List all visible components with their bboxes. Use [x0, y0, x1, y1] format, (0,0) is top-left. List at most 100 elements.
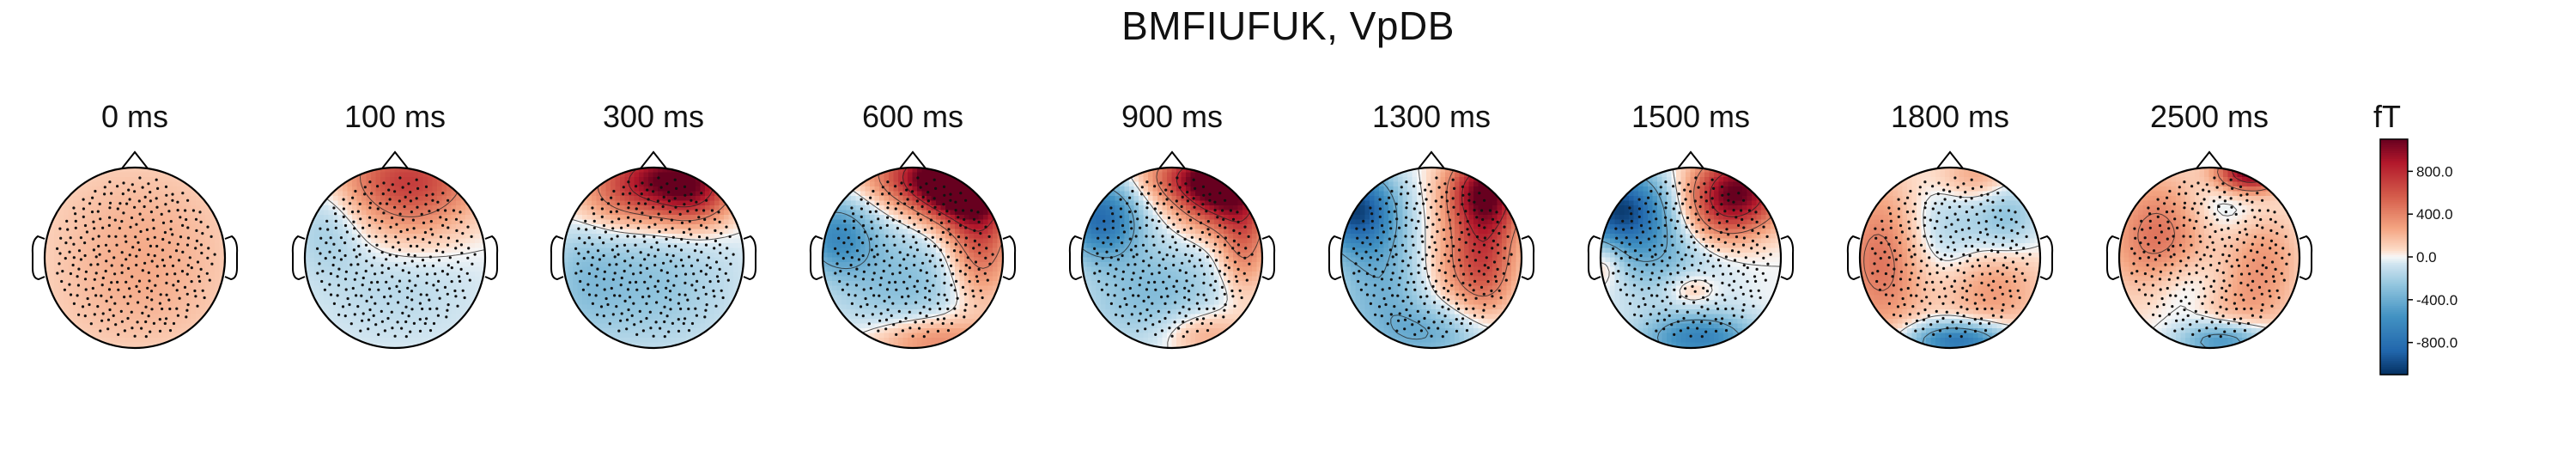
sensor-dot	[389, 225, 392, 229]
sensor-dot	[96, 263, 100, 266]
sensor-dot	[1947, 246, 1950, 249]
sensor-dot	[881, 192, 884, 196]
sensor-dot	[1714, 329, 1718, 333]
sensor-dot	[1178, 186, 1182, 189]
sensor-dot	[1486, 266, 1490, 270]
sensor-dot	[2195, 271, 2198, 274]
sensor-dot	[1889, 212, 1893, 216]
sensor-dot	[65, 219, 69, 223]
sensor-dot	[1731, 307, 1735, 310]
sensor-dot	[2206, 246, 2209, 249]
sensor-dot	[1637, 305, 1641, 308]
sensor-dot	[961, 285, 965, 289]
sensor-dot	[125, 202, 129, 205]
sensor-dot	[1213, 200, 1217, 204]
sensor-dot	[1421, 240, 1425, 243]
sensor-dot	[186, 303, 190, 307]
sensor-dot	[1160, 296, 1163, 299]
sensor-dot	[123, 296, 126, 299]
sensor-dot	[1168, 327, 1171, 330]
sensor-dot	[76, 284, 80, 287]
sensor-dot	[1742, 303, 1746, 307]
sensor-dot	[909, 246, 913, 249]
sensor-dot	[2152, 313, 2155, 316]
sensor-dot	[1234, 275, 1238, 278]
sensor-dot	[1686, 310, 1689, 314]
sensor-dot	[353, 313, 356, 316]
sensor-dot	[1502, 272, 1505, 275]
right-ear-marker	[1261, 235, 1276, 281]
sensor-dot	[391, 183, 394, 186]
sensor-dot	[2220, 228, 2223, 231]
sensor-dot	[1456, 212, 1460, 216]
sensor-dot	[632, 272, 635, 276]
sensor-dot	[1652, 210, 1656, 213]
sensor-dot	[1243, 225, 1247, 229]
sensor-dot	[871, 313, 874, 316]
sensor-dot	[945, 298, 949, 302]
sensor-dot	[2246, 321, 2251, 326]
sensor-dot	[1757, 232, 1760, 235]
sensor-dot	[461, 289, 465, 292]
sensor-dot	[1430, 190, 1433, 193]
sensor-dot	[329, 236, 332, 240]
sensor-dot	[643, 280, 647, 284]
sensor-dot	[1699, 195, 1703, 198]
sensor-dot	[1461, 185, 1465, 188]
sensor-dot	[1119, 207, 1122, 211]
sensor-dot	[2251, 242, 2254, 246]
sensor-dot	[939, 221, 944, 224]
sensor-dot	[1357, 279, 1360, 284]
sensor-dot	[1406, 264, 1410, 267]
sensor-dot	[329, 293, 333, 296]
sensor-dot	[1639, 241, 1643, 245]
sensor-dot	[466, 256, 470, 259]
sensor-dot	[1354, 262, 1358, 266]
sensor-dot	[2221, 286, 2224, 290]
sensor-dot	[849, 263, 853, 267]
sensor-dot	[1669, 218, 1673, 222]
sensor-dot	[1134, 244, 1138, 248]
sensor-dot	[1704, 199, 1708, 203]
sensor-dot	[1987, 284, 1990, 287]
nose-marker	[381, 150, 409, 169]
sensor-dot	[1405, 201, 1409, 205]
topomap-field	[1082, 168, 1262, 348]
sensor-dot	[667, 244, 671, 247]
sensor-dot	[2230, 205, 2233, 209]
sensor-dot	[169, 228, 173, 231]
sensor-dot	[1703, 271, 1706, 274]
sensor-dot	[1692, 321, 1695, 324]
sensor-dot	[1441, 335, 1444, 339]
sensor-dot	[885, 249, 889, 253]
sensor-dot	[1237, 251, 1241, 255]
sensor-dot	[1433, 241, 1437, 244]
sensor-dot	[1676, 264, 1680, 267]
sensor-dot	[1925, 296, 1929, 299]
sensor-dot	[1388, 196, 1391, 199]
sensor-dot	[1498, 232, 1501, 235]
sensor-dots	[1352, 176, 1513, 339]
sensor-dot	[1944, 295, 1947, 298]
sensor-dot	[1681, 202, 1685, 205]
sensor-dot	[2154, 258, 2157, 261]
sensor-dot	[125, 240, 128, 243]
sensor-dot	[884, 318, 889, 321]
sensor-dot	[2229, 197, 2233, 200]
sensor-dot	[1470, 272, 1473, 276]
sensor-dot	[1182, 228, 1186, 231]
sensor-dot	[1174, 301, 1177, 304]
sensor-dot	[1363, 228, 1366, 231]
sensor-dot	[1889, 226, 1893, 229]
sensor-dot	[1910, 255, 1913, 259]
sensor-dot	[1697, 186, 1700, 189]
sensor-dot	[72, 256, 76, 259]
sensor-dot	[1725, 220, 1728, 223]
sensor-dot	[1212, 307, 1216, 310]
sensor-dot	[687, 255, 691, 259]
sensor-dot	[374, 272, 377, 276]
sensor-dot	[1911, 210, 1915, 213]
sensor-dot	[667, 199, 671, 203]
sensor-dot	[332, 206, 336, 210]
sensor-dot	[2166, 196, 2169, 199]
